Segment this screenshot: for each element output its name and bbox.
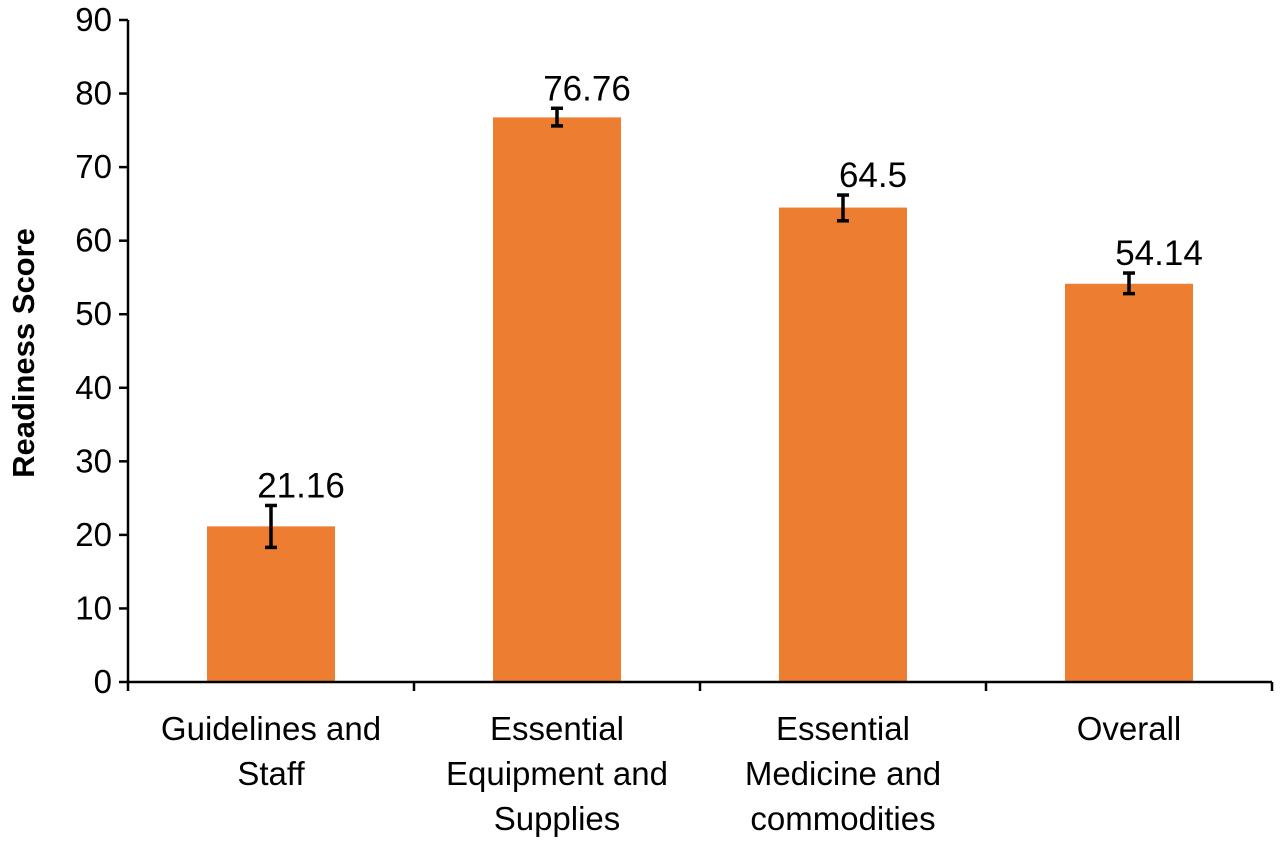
y-axis-title: Readiness Score	[6, 228, 41, 478]
y-tick-label: 10	[75, 589, 112, 626]
data-label-1: 21.16	[257, 466, 345, 505]
bar-1	[207, 526, 335, 682]
error-bar-2	[551, 106, 563, 128]
x-category-label-line: Guidelines and	[161, 710, 381, 747]
bar-2	[493, 117, 621, 682]
y-tick-label: 70	[75, 148, 112, 185]
x-category-label-line: Staff	[237, 755, 305, 792]
x-category-label-2: Essential Equipment and Supplies	[446, 710, 668, 837]
x-category-label-line: Essential	[776, 710, 910, 747]
x-category-label-line: Overall	[1077, 710, 1182, 747]
x-category-label-line: commodities	[750, 800, 935, 837]
error-bar-1	[265, 503, 277, 550]
y-axis-title-group: Readiness Score	[6, 228, 41, 478]
y-tick-label: 80	[75, 75, 112, 112]
y-tick-label: 60	[75, 222, 112, 259]
y-tick-label: 20	[75, 516, 112, 553]
error-bar-4	[1123, 271, 1135, 296]
data-label-3: 64.5	[839, 156, 907, 195]
y-tick-label: 50	[75, 295, 112, 332]
y-tick-label: 30	[75, 442, 112, 479]
y-tick-label: 40	[75, 369, 112, 406]
y-tick-label: 90	[75, 1, 112, 38]
x-category-label-line: Medicine and	[745, 755, 941, 792]
x-category-label-3: Essential Medicine and commodities	[745, 710, 941, 837]
data-label-2: 76.76	[543, 69, 631, 108]
x-category-label-4: Overall	[1077, 710, 1182, 747]
error-bar-3	[837, 193, 849, 223]
x-category-label-line: Essential	[490, 710, 624, 747]
x-category-label-line: Supplies	[494, 800, 621, 837]
bar-4	[1065, 283, 1193, 682]
x-category-label-line: Equipment and	[446, 755, 668, 792]
plot-area: 21.16 76.76 64.5 54.14 0 10 20 30 40 50 60 70 80 90 Gu…	[75, 1, 1274, 837]
y-tick-label: 0	[94, 663, 112, 700]
data-label-4: 54.14	[1115, 234, 1203, 273]
x-category-label-1: Guidelines and Staff	[161, 710, 381, 792]
bar-3	[779, 207, 907, 683]
